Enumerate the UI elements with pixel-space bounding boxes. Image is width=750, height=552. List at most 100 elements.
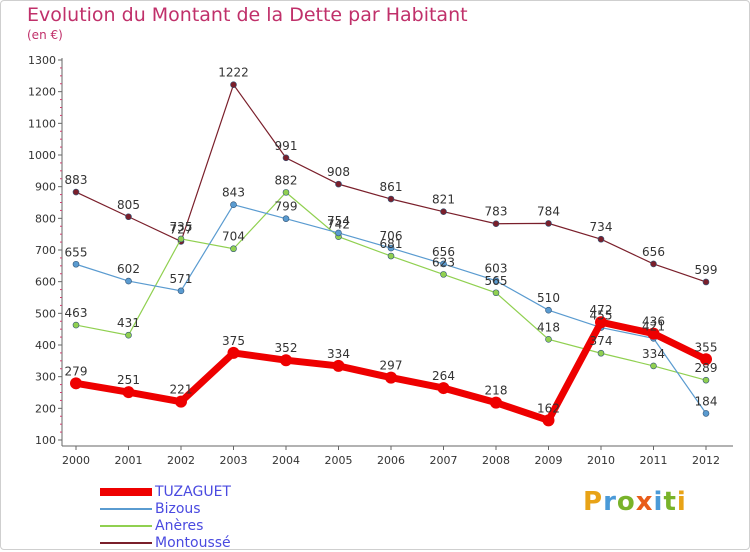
data-label-tuzaguet: 355 bbox=[695, 340, 718, 354]
data-label-tuzaguet: 264 bbox=[432, 369, 455, 383]
data-label-montouss: 784 bbox=[537, 204, 560, 218]
data-point-montouss bbox=[72, 188, 80, 196]
data-label-anres: 431 bbox=[117, 316, 140, 330]
logo-letter: o bbox=[616, 487, 636, 517]
data-label-tuzaguet: 251 bbox=[117, 373, 140, 387]
data-point-bizous bbox=[177, 287, 185, 295]
data-label-anres: 742 bbox=[327, 218, 350, 232]
x-tick-label: 2006 bbox=[377, 454, 405, 467]
data-label-montouss: 656 bbox=[642, 245, 665, 259]
data-label-montouss: 805 bbox=[117, 198, 140, 212]
data-point-montouss bbox=[335, 180, 342, 188]
data-label-anres: 334 bbox=[642, 347, 665, 361]
data-label-tuzaguet: 436 bbox=[642, 315, 665, 329]
data-point-anres bbox=[650, 362, 657, 370]
data-label-montouss: 908 bbox=[327, 165, 350, 179]
logo-letter: t bbox=[663, 487, 677, 517]
x-tick-label: 2011 bbox=[640, 454, 668, 467]
data-point-tuzaguet bbox=[542, 414, 555, 427]
data-point-tuzaguet bbox=[490, 396, 502, 409]
data-label-montouss: 599 bbox=[695, 263, 718, 277]
legend-label: Bizous bbox=[155, 501, 201, 517]
legend-swatch bbox=[100, 542, 152, 544]
data-label-tuzaguet: 162 bbox=[537, 401, 560, 415]
data-point-anres bbox=[440, 271, 447, 278]
data-label-montouss: 883 bbox=[65, 173, 88, 187]
data-label-anres: 704 bbox=[222, 230, 245, 244]
data-label-bizous: 799 bbox=[275, 200, 298, 214]
x-tick-label: 2001 bbox=[115, 454, 143, 467]
data-point-tuzaguet bbox=[595, 316, 607, 329]
data-label-bizous: 655 bbox=[65, 245, 88, 259]
legend-item-bizous: Bizous bbox=[100, 501, 320, 518]
y-tick-label: 100 bbox=[35, 434, 56, 447]
data-point-tuzaguet bbox=[332, 359, 345, 372]
data-label-montouss: 861 bbox=[380, 180, 403, 194]
data-label-bizous: 656 bbox=[432, 245, 455, 259]
data-label-anres: 735 bbox=[170, 220, 193, 234]
data-point-montouss bbox=[387, 195, 395, 203]
data-point-montouss bbox=[650, 260, 657, 268]
data-point-montouss bbox=[440, 208, 447, 215]
data-point-bizous bbox=[702, 410, 710, 417]
data-point-montouss bbox=[597, 235, 605, 243]
y-tick-label: 700 bbox=[35, 244, 56, 257]
data-point-montouss bbox=[230, 81, 237, 88]
data-point-bizous bbox=[230, 201, 237, 209]
data-point-tuzaguet bbox=[437, 382, 450, 395]
legend-item-anres: Anères bbox=[100, 518, 320, 535]
data-point-anres bbox=[177, 235, 185, 243]
y-tick-label: 1000 bbox=[28, 149, 56, 162]
data-label-montouss: 821 bbox=[432, 193, 455, 207]
x-tick-label: 2003 bbox=[220, 454, 248, 467]
data-label-bizous: 603 bbox=[485, 262, 508, 276]
data-label-montouss: 734 bbox=[590, 220, 613, 234]
y-tick-label: 200 bbox=[35, 402, 56, 415]
data-point-montouss bbox=[545, 220, 552, 227]
data-point-bizous bbox=[387, 244, 395, 252]
data-label-tuzaguet: 297 bbox=[380, 359, 403, 373]
data-point-montouss bbox=[125, 213, 132, 221]
legend-item-montouss: Montoussé bbox=[100, 535, 320, 552]
data-point-anres bbox=[387, 252, 395, 260]
data-label-montouss: 991 bbox=[275, 139, 298, 153]
data-label-anres: 374 bbox=[590, 334, 613, 348]
legend-item-tuzaguet: TUZAGUET bbox=[100, 484, 320, 501]
x-tick-label: 2008 bbox=[482, 454, 510, 467]
data-point-tuzaguet bbox=[175, 395, 187, 408]
y-tick-label: 1100 bbox=[28, 117, 56, 130]
data-point-bizous bbox=[282, 215, 290, 222]
logo-letter: r bbox=[603, 487, 617, 517]
data-label-tuzaguet: 334 bbox=[327, 347, 350, 361]
data-point-anres bbox=[125, 331, 132, 339]
data-point-bizous bbox=[545, 306, 552, 314]
data-point-tuzaguet bbox=[122, 386, 135, 399]
legend-label: Montoussé bbox=[155, 535, 231, 551]
data-point-tuzaguet bbox=[70, 377, 82, 390]
chart-title: Evolution du Montant de la Dette par Hab… bbox=[27, 4, 468, 26]
legend-swatch bbox=[100, 525, 152, 527]
data-label-anres: 565 bbox=[485, 274, 508, 288]
data-label-bizous: 184 bbox=[695, 394, 718, 408]
y-tick-label: 900 bbox=[35, 181, 56, 194]
y-tick-label: 1200 bbox=[28, 86, 56, 99]
data-point-montouss bbox=[282, 154, 290, 162]
logo-letter: P bbox=[583, 487, 604, 517]
data-label-tuzaguet: 375 bbox=[222, 334, 245, 348]
data-label-bizous: 510 bbox=[537, 291, 560, 305]
x-tick-label: 2007 bbox=[430, 454, 458, 467]
data-label-bizous: 571 bbox=[170, 272, 193, 286]
x-tick-label: 2000 bbox=[62, 454, 90, 467]
chart-subtitle: (en €) bbox=[27, 28, 63, 42]
x-tick-label: 2002 bbox=[167, 454, 195, 467]
legend-swatch bbox=[100, 488, 152, 496]
data-point-anres bbox=[230, 245, 237, 253]
data-label-anres: 882 bbox=[275, 173, 298, 187]
data-point-anres bbox=[545, 335, 552, 343]
data-point-anres bbox=[282, 189, 290, 196]
data-label-anres: 289 bbox=[695, 361, 718, 375]
data-label-tuzaguet: 472 bbox=[590, 303, 613, 317]
x-tick-label: 2010 bbox=[587, 454, 615, 467]
